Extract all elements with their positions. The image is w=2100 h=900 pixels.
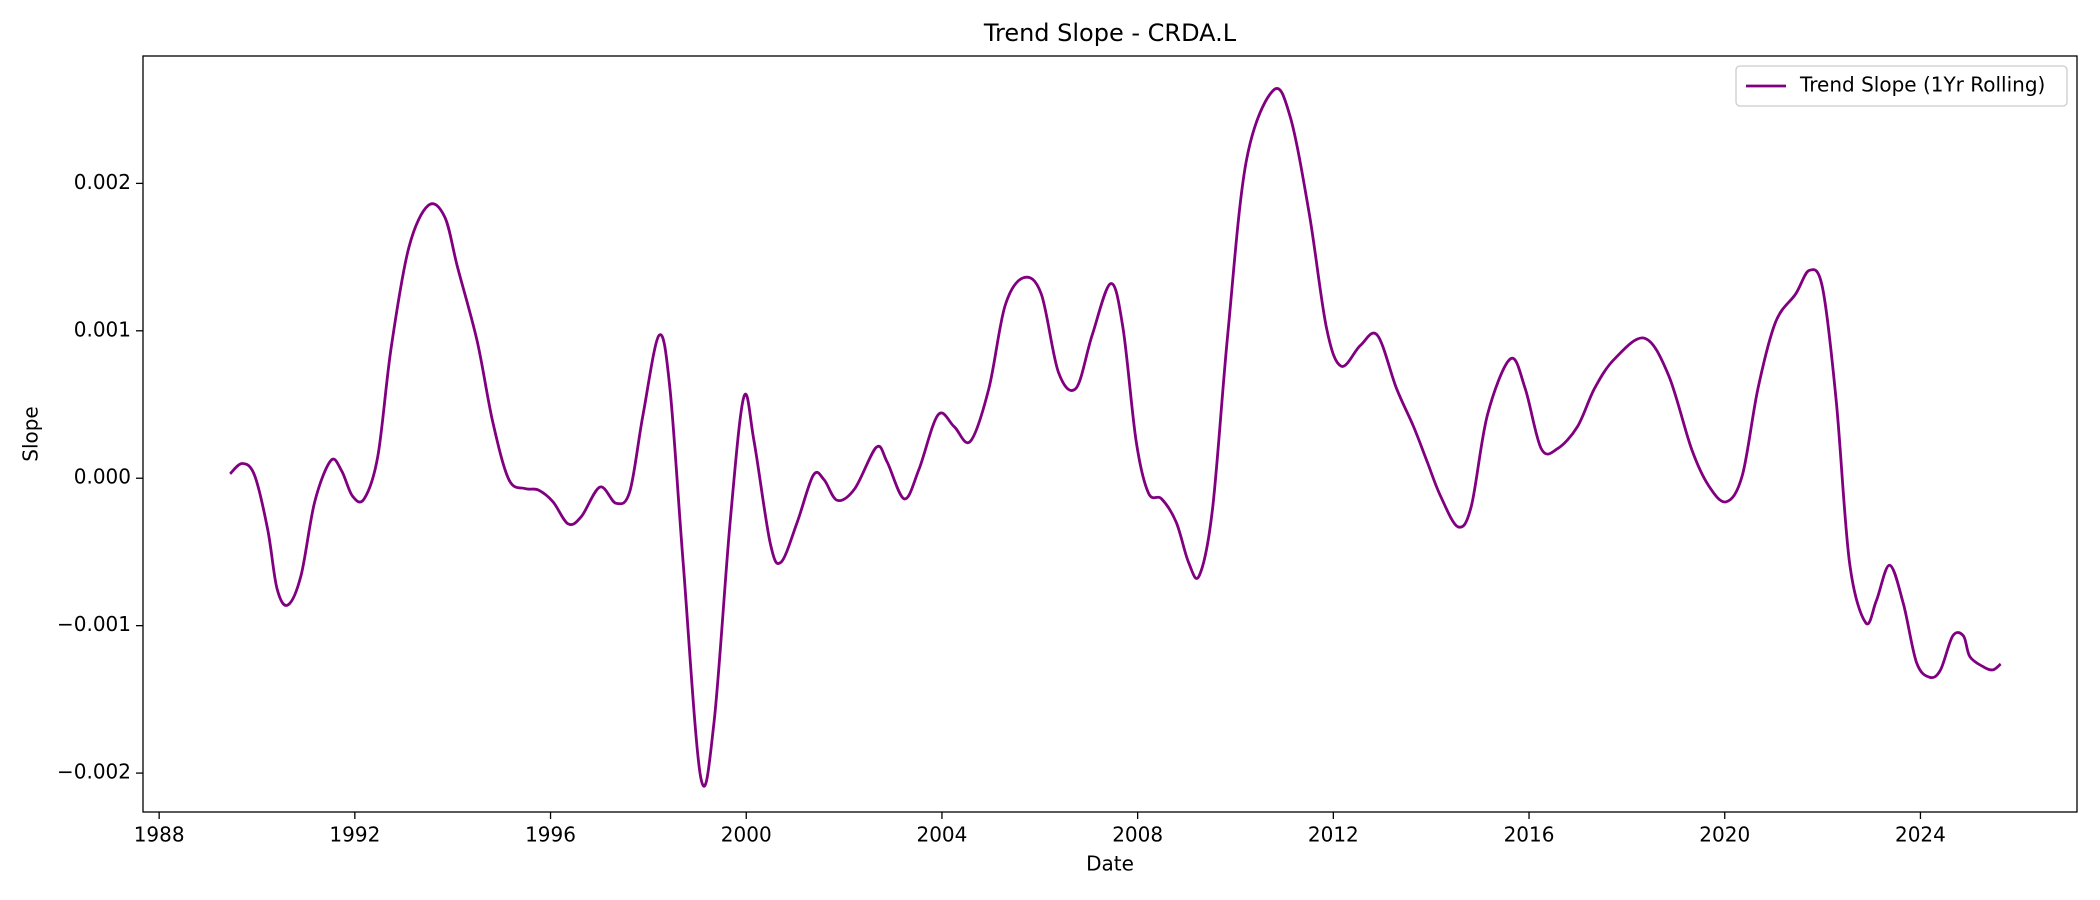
x-tick-label: 1988 (134, 823, 185, 847)
x-tick-label: 2024 (1895, 823, 1946, 847)
x-tick-label: 2016 (1504, 823, 1555, 847)
x-tick-label: 1996 (525, 823, 576, 847)
x-tick-label: 2008 (1112, 823, 1163, 847)
y-tick-label: 0.001 (74, 317, 131, 341)
y-tick-label: 0.000 (74, 465, 131, 489)
data-line (229, 87, 2002, 788)
x-tick-label: 1992 (329, 823, 380, 847)
x-tick-label: 2012 (1308, 823, 1359, 847)
y-tick-label: 0.002 (74, 170, 131, 194)
y-tick-label: −0.002 (57, 760, 131, 784)
x-tick-label: 2000 (721, 823, 772, 847)
plot-frame (142, 55, 2078, 813)
x-axis-label: Date (1086, 852, 1134, 876)
chart-title: Trend Slope - CRDA.L (983, 19, 1237, 47)
y-axis-label: Slope (19, 406, 43, 462)
legend-box (1735, 65, 2068, 107)
x-tick-label: 2004 (916, 823, 967, 847)
x-tick-label: 2020 (1699, 823, 1750, 847)
y-tick-label: −0.001 (57, 612, 131, 636)
legend-label: Trend Slope (1Yr Rolling) (1799, 73, 2045, 97)
